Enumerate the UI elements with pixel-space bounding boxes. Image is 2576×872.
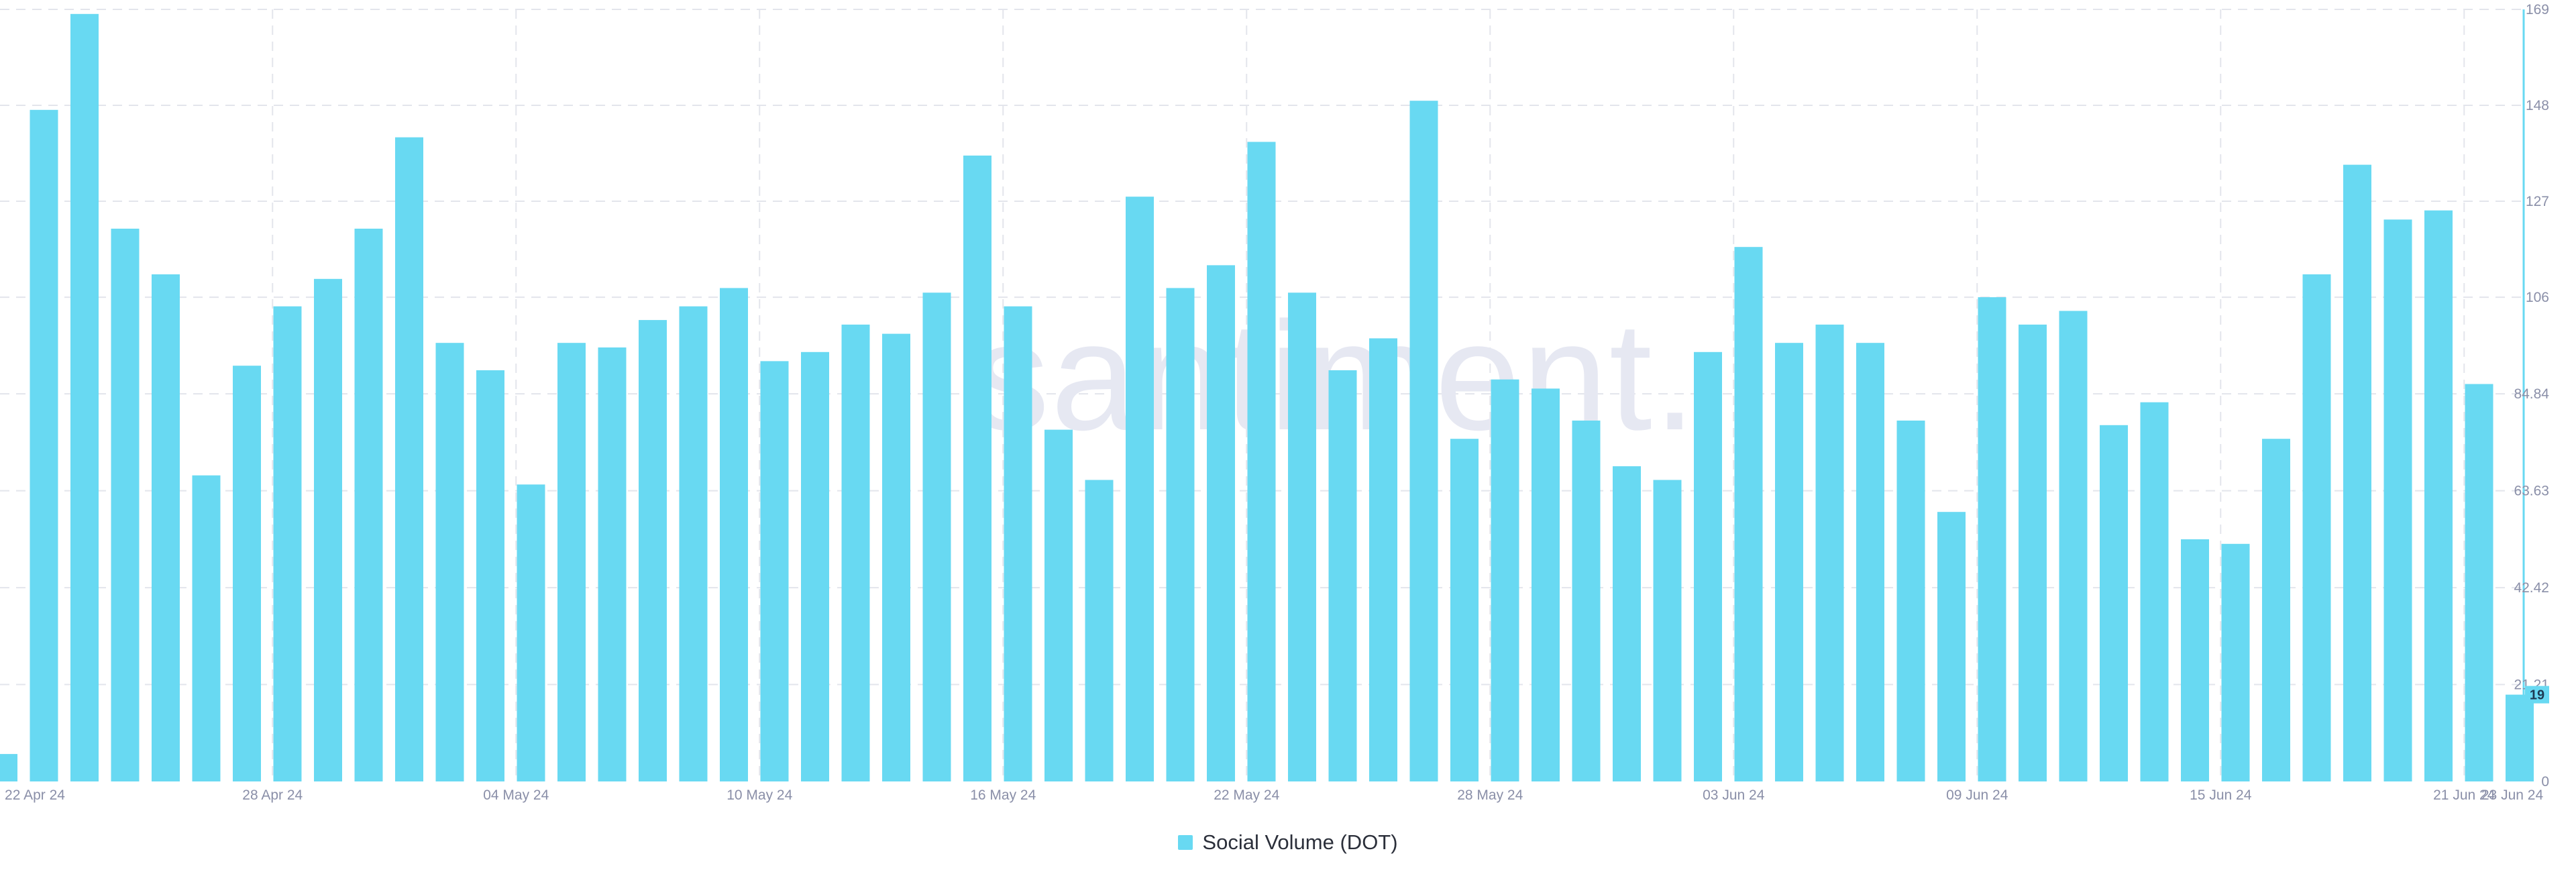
bar[interactable] xyxy=(1288,292,1316,781)
bar[interactable] xyxy=(435,343,464,781)
x-tick-label: 21 Jun 24 xyxy=(2433,787,2496,803)
bars xyxy=(0,13,2534,782)
x-tick-label: 03 Jun 24 xyxy=(1703,787,1765,803)
last-value-badge: 19 xyxy=(2525,686,2549,704)
bar[interactable] xyxy=(2465,384,2493,782)
y-tick-label: 63.63 xyxy=(2514,484,2549,499)
bar[interactable] xyxy=(2383,219,2412,781)
bar[interactable] xyxy=(841,324,870,781)
bar[interactable] xyxy=(354,228,383,781)
bar[interactable] xyxy=(1166,288,1195,781)
bar[interactable] xyxy=(273,306,302,781)
bar[interactable] xyxy=(70,13,99,781)
legend-label: Social Volume (DOT) xyxy=(1202,830,1398,854)
bar[interactable] xyxy=(152,274,180,781)
bar[interactable] xyxy=(963,155,991,781)
bar[interactable] xyxy=(2059,311,2088,782)
bar[interactable] xyxy=(517,484,545,781)
bar[interactable] xyxy=(2100,425,2128,781)
bar[interactable] xyxy=(2019,324,2047,781)
x-tick-label: 04 May 24 xyxy=(483,787,549,803)
x-tick-label: 23 Jun 24 xyxy=(2481,787,2544,803)
y-tick-label: 148 xyxy=(2526,98,2549,113)
last-value-badge-text: 19 xyxy=(2530,688,2544,703)
last-value-badge-bg xyxy=(2525,686,2549,704)
x-tick-label: 15 Jun 24 xyxy=(2190,787,2252,803)
bar[interactable] xyxy=(2424,210,2453,781)
bar[interactable] xyxy=(1207,265,1235,781)
x-tick-label: 09 Jun 24 xyxy=(1946,787,2008,803)
bar[interactable] xyxy=(2262,439,2290,781)
bar[interactable] xyxy=(1694,351,1722,781)
y-tick-label: 42.42 xyxy=(2514,580,2549,596)
bar[interactable] xyxy=(720,288,748,781)
x-tick-label: 10 May 24 xyxy=(727,787,792,803)
legend[interactable]: Social Volume (DOT) xyxy=(0,830,2576,855)
bar[interactable] xyxy=(1409,101,1438,781)
bar[interactable] xyxy=(233,366,261,781)
bar[interactable] xyxy=(2506,694,2534,781)
legend-swatch xyxy=(1178,835,1193,850)
bar[interactable] xyxy=(639,320,667,782)
bar[interactable] xyxy=(1815,324,1844,781)
bar[interactable] xyxy=(1328,370,1357,781)
x-tick-label: 22 May 24 xyxy=(1214,787,1279,803)
bar[interactable] xyxy=(30,109,58,782)
bar[interactable] xyxy=(1126,197,1154,781)
bar[interactable] xyxy=(1369,338,1397,781)
bar[interactable] xyxy=(2221,543,2250,781)
bar[interactable] xyxy=(1613,466,1641,781)
bar[interactable] xyxy=(395,137,423,781)
bar[interactable] xyxy=(314,278,342,781)
y-tick-label: 106 xyxy=(2526,290,2549,305)
y-tick-label: 84.84 xyxy=(2514,386,2549,402)
bar[interactable] xyxy=(1085,480,1114,782)
bar[interactable] xyxy=(1653,480,1682,782)
bar[interactable] xyxy=(882,333,910,782)
x-axis-ticks: 22 Apr 24 28 Apr 24 04 May 24 10 May 24 16 M… xyxy=(5,787,2543,803)
bar[interactable] xyxy=(1004,306,1032,781)
bar[interactable] xyxy=(1450,439,1479,781)
x-tick-label: 28 May 24 xyxy=(1457,787,1523,803)
bar[interactable] xyxy=(2302,274,2331,781)
bar[interactable] xyxy=(1491,379,1519,781)
x-tick-label: 22 Apr 24 xyxy=(5,787,65,803)
bar[interactable] xyxy=(598,347,627,781)
bar[interactable] xyxy=(1532,388,1560,781)
bar[interactable] xyxy=(1775,343,1803,781)
bar[interactable] xyxy=(1896,421,1925,781)
bar[interactable] xyxy=(111,228,140,781)
bar[interactable] xyxy=(192,475,221,781)
bar[interactable] xyxy=(801,351,829,781)
bar[interactable] xyxy=(2181,539,2209,781)
bar[interactable] xyxy=(1937,512,1966,781)
x-tick-label: 16 May 24 xyxy=(970,787,1036,803)
bar[interactable] xyxy=(1247,142,1276,782)
bar[interactable] xyxy=(557,343,586,781)
bar[interactable] xyxy=(760,361,789,781)
bar[interactable] xyxy=(1856,343,1884,781)
bar-chart: santiment. 021.2142.4263.6384.8410612714… xyxy=(0,2,2549,803)
bar[interactable] xyxy=(1044,429,1073,781)
bar[interactable] xyxy=(922,292,951,781)
bar[interactable] xyxy=(476,370,504,781)
bar[interactable] xyxy=(1572,421,1601,781)
bar[interactable] xyxy=(2140,402,2169,781)
y-tick-label: 127 xyxy=(2526,194,2549,209)
bar[interactable] xyxy=(1978,297,2006,782)
y-tick-label: 0 xyxy=(2541,774,2549,789)
y-tick-label: 169 xyxy=(2526,2,2549,17)
x-tick-label: 28 Apr 24 xyxy=(242,787,303,803)
bar[interactable] xyxy=(2343,164,2371,782)
bar[interactable] xyxy=(1734,247,1763,781)
bar[interactable] xyxy=(0,754,17,781)
bar[interactable] xyxy=(679,306,708,781)
